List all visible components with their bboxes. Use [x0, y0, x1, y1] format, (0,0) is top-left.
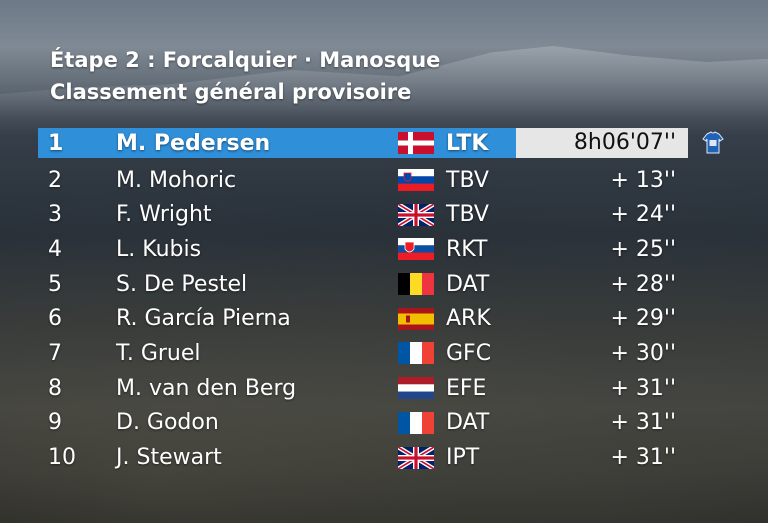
team-code: DAT: [446, 410, 490, 436]
slovenia-flag: [398, 169, 446, 191]
standings-row: 6 R. García Pierna ARK + 29'': [38, 301, 728, 336]
standings-row: 8 M. van den Berg EFE + 31'': [38, 371, 728, 406]
belgium-flag: [398, 273, 446, 295]
standings-table: 1 M. Pedersen LTK 8h06'07'' 2 M. Mohoric TBV + …: [38, 128, 728, 475]
team-code: DAT: [446, 271, 490, 297]
rider-rank: 2: [48, 167, 62, 193]
team-code: ARK: [446, 306, 491, 332]
standings-row: 4 L. Kubis RKT + 25'': [38, 232, 728, 267]
standings-row: 7 T. Gruel GFC + 30'': [38, 336, 728, 371]
slovakia-flag: [398, 238, 446, 260]
rider-name: F. Wright: [116, 202, 212, 228]
rider-name: T. Gruel: [116, 340, 201, 366]
rider-name: R. García Pierna: [116, 306, 291, 332]
team-code: TBV: [446, 202, 489, 228]
netherlands-flag: [398, 377, 446, 399]
standings-row: 2 M. Mohoric TBV + 13'': [38, 163, 728, 198]
standings-row: 3 F. Wright TBV + 24'': [38, 197, 728, 232]
classification-subtitle: Classement général provisoire: [50, 80, 412, 104]
time-gap: + 30'': [610, 340, 676, 366]
standings-row-leader: 1 M. Pedersen LTK 8h06'07'': [38, 128, 728, 158]
team-code: TBV: [446, 167, 489, 193]
rider-rank: 1: [48, 130, 64, 156]
rider-rank: 5: [48, 271, 62, 297]
time-gap: + 24'': [610, 202, 676, 228]
rider-rank: 10: [48, 445, 76, 471]
denmark-flag: [398, 132, 446, 154]
leader-time: 8h06'07'': [516, 128, 688, 158]
time-gap: + 31'': [610, 410, 676, 436]
rider-name: M. Pedersen: [116, 130, 271, 156]
rider-name: J. Stewart: [116, 445, 222, 471]
france-flag: [398, 342, 446, 364]
uk-flag: [398, 447, 446, 469]
stage-title: Étape 2 : Forcalquier · Manosque: [50, 48, 441, 72]
rider-rank: 4: [48, 236, 62, 262]
team-code: GFC: [446, 340, 492, 366]
time-gap: + 31'': [610, 445, 676, 471]
rider-rank: 3: [48, 202, 62, 228]
rider-name: D. Godon: [116, 410, 219, 436]
rider-rank: 9: [48, 410, 62, 436]
standings-row: 9 D. Godon DAT + 31'': [38, 406, 728, 441]
rider-rank: 6: [48, 306, 62, 332]
leader-jersey-icon: [702, 131, 724, 154]
standings-row: 10 J. Stewart IPT + 31'': [38, 440, 728, 475]
standings-header: Étape 2 : Forcalquier · Manosque Classem…: [50, 44, 440, 108]
rider-rank: 8: [48, 375, 62, 401]
uk-flag: [398, 204, 446, 226]
france-flag: [398, 412, 446, 434]
background-landscape: [0, 110, 768, 523]
time-gap: + 13'': [610, 167, 676, 193]
rider-name: L. Kubis: [116, 236, 202, 262]
time-gap: + 28'': [610, 271, 676, 297]
rider-name: M. Mohoric: [116, 167, 237, 193]
rider-rank: 7: [48, 340, 62, 366]
team-code: EFE: [446, 375, 487, 401]
time-gap: + 29'': [610, 306, 676, 332]
time-gap: + 31'': [610, 375, 676, 401]
rider-name: S. De Pestel: [116, 271, 248, 297]
spain-flag: [398, 308, 446, 330]
team-code: RKT: [446, 236, 488, 262]
standings-row: 5 S. De Pestel DAT + 28'': [38, 267, 728, 302]
time-gap: + 25'': [610, 236, 676, 262]
rider-name: M. van den Berg: [116, 375, 297, 401]
team-code: IPT: [446, 445, 480, 471]
team-code: LTK: [446, 130, 489, 156]
